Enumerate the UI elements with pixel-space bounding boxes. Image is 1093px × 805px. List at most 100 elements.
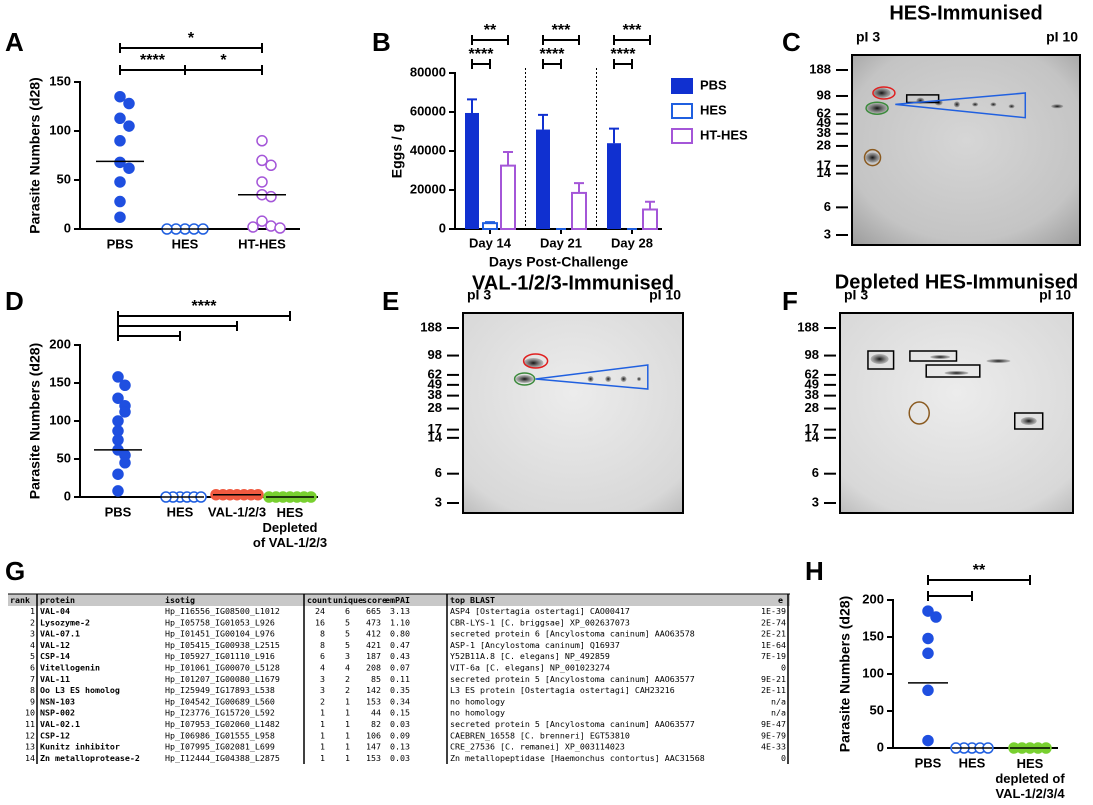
table-cell: no homology (450, 708, 505, 718)
table-cell: 1 (320, 730, 325, 740)
table-cell: 6 (30, 663, 35, 673)
table-cell: 153 (366, 696, 381, 706)
table-cell: 13 (25, 742, 35, 752)
table-header: score (362, 595, 387, 605)
data-point (123, 97, 135, 110)
data-point (112, 371, 124, 383)
table-cell: VAL-02.1 (40, 719, 80, 729)
table-cell: 2 (345, 685, 350, 695)
table-cell: Hp_I05415_IG00938_L2515 (165, 640, 280, 650)
table-cell: 2 (345, 674, 350, 684)
data-point (119, 379, 131, 392)
table-cell: ASP-1 [Ancylostoma caninum] Q16937 (450, 640, 620, 650)
significance-label: * (220, 52, 227, 69)
gel-title: VAL-1/2/3-Immunised (472, 272, 674, 294)
marker-label: 3 (812, 494, 819, 509)
data-point (112, 485, 124, 497)
data-point (114, 135, 126, 147)
spot-outline (908, 401, 930, 425)
marker-label: 49 (428, 376, 442, 391)
x-axis-label: Days Post-Challenge (489, 254, 628, 270)
y-tick-label: 0 (439, 220, 446, 235)
table-cell: Hp_I23776_IG15720_L592 (165, 708, 275, 718)
significance-bracket (471, 35, 509, 45)
table-cell: 24 (315, 606, 325, 616)
marker-label: 62 (817, 106, 831, 121)
table-cell: 208 (366, 663, 381, 673)
table-cell: n/a (771, 708, 786, 718)
table-cell: 0.43 (390, 651, 410, 661)
table-cell: n/a (771, 696, 786, 706)
table-cell: 1 (320, 708, 325, 718)
gel-spot (872, 88, 891, 98)
marker-label: 3 (435, 494, 442, 509)
table-header: top BLAST (450, 595, 495, 605)
panel-label: H (805, 556, 824, 586)
significance-bracket (117, 311, 291, 321)
gel-spot (870, 354, 889, 364)
table-cell: 4 (320, 663, 325, 673)
bar (642, 208, 658, 230)
data-point (112, 415, 124, 427)
data-point (274, 222, 286, 234)
panel-label: A (5, 27, 24, 57)
table-cell: 82 (371, 719, 381, 729)
significance-label: * (188, 30, 195, 47)
table-cell: Zn metallopeptidase [Haemonchus contortu… (450, 753, 705, 763)
marker-label: 188 (809, 61, 831, 76)
legend-label: HES (700, 102, 727, 117)
table-cell: NSN-103 (40, 696, 75, 706)
gel-spot (972, 102, 979, 107)
data-point (114, 112, 126, 125)
y-tick-label: 150 (862, 628, 884, 643)
table-cell: VAL-12 (40, 640, 70, 650)
table-cell: 16 (315, 617, 325, 627)
marker-label: 14 (428, 429, 443, 444)
significance-bracket (119, 43, 263, 53)
x-tick-label: HES depleted of VAL-1/2/3/4 (995, 756, 1065, 801)
data-point (922, 647, 934, 660)
table-cell: VAL-11 (40, 674, 70, 684)
gel-image (851, 54, 1081, 246)
table-cell: 1 (345, 708, 350, 718)
y-tick-label: 50 (57, 171, 71, 186)
table-cell: 2E-11 (761, 685, 786, 695)
y-axis-label: Parasite Numbers (d28) (837, 596, 853, 752)
significance-label: **** (140, 52, 166, 69)
table-cell: CSP-14 (40, 651, 70, 661)
error-bar (609, 127, 619, 144)
table-header: rank (10, 595, 30, 605)
significance-bracket (117, 331, 181, 341)
table-cell: 9E-79 (761, 730, 786, 740)
gel-spot (990, 102, 997, 107)
data-point (256, 135, 268, 147)
bar (571, 191, 587, 231)
panel-label: F (782, 286, 798, 316)
table-header: emPAI (385, 595, 410, 605)
table-cell: Y52B11A.8 [C. elegans] NP_492859 (450, 651, 610, 661)
marker-label: 188 (797, 319, 819, 334)
significance-bracket (184, 65, 263, 75)
significance-label: *** (552, 22, 571, 39)
legend-swatch (671, 103, 693, 119)
significance-bracket (613, 59, 633, 69)
table-cell: 1E-39 (761, 606, 786, 616)
table-cell: Hp_I01207_IG00080_L1679 (165, 674, 280, 684)
marker-label: 28 (428, 400, 442, 415)
table-cell: 0.80 (390, 629, 410, 639)
y-tick-label: 150 (49, 73, 71, 88)
table-cell: 1E-64 (761, 640, 786, 650)
y-tick-label: 40000 (410, 142, 446, 157)
table-cell: CBR-LYS-1 [C. briggsae] XP_002637073 (450, 617, 630, 627)
data-point (112, 392, 124, 404)
marker-label: 49 (817, 115, 831, 130)
table-cell: 3 (320, 685, 325, 695)
y-tick-label: 0 (64, 220, 71, 235)
data-point (119, 457, 131, 469)
table-header: count (307, 595, 332, 605)
marker-label: 17 (805, 421, 819, 436)
data-point (247, 221, 259, 233)
table-cell: 187 (366, 651, 381, 661)
table-cell: NSP-002 (40, 708, 75, 718)
